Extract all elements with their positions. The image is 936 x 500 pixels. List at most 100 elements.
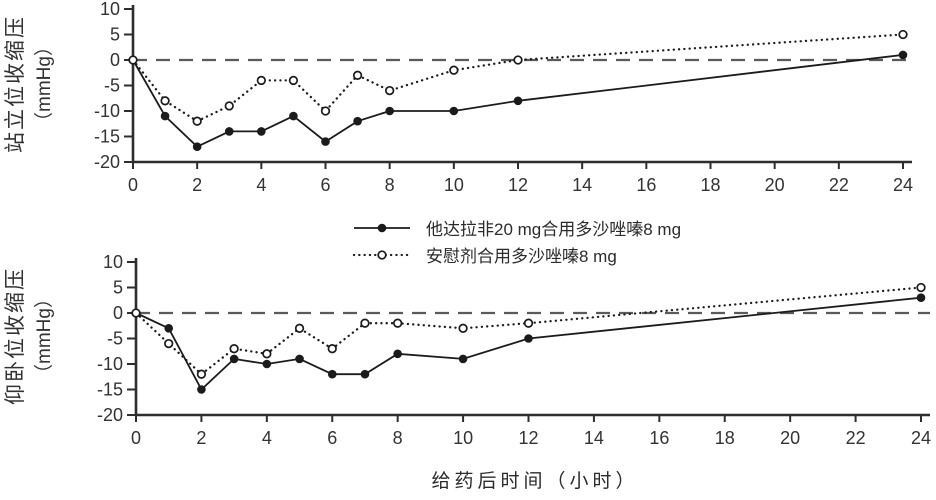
y-tick-label: 10	[103, 252, 123, 272]
data-point-open	[327, 344, 337, 354]
x-tick-label: 24	[911, 428, 931, 448]
data-point-filled	[262, 359, 272, 369]
series-placebo	[128, 29, 908, 126]
y-axis-ticks: 10 5 0 -5 -10 -15 -20	[97, 252, 136, 425]
data-point-open	[164, 338, 174, 349]
x-tick-label: 4	[256, 175, 266, 195]
x-tick-label: 8	[385, 175, 395, 195]
y-axis-unit-supine: （mmHg）	[33, 289, 55, 383]
y-tick-label: -5	[107, 329, 123, 349]
legend: 他达拉非20 mg合用多沙唑嗪8 mg 安慰剂合用多沙唑嗪8 mg	[352, 214, 681, 268]
data-point-filled	[295, 354, 304, 364]
data-point-open	[393, 318, 403, 328]
x-tick-label: 20	[765, 175, 785, 195]
axes	[134, 258, 930, 417]
legend-item-placebo: 安慰剂合用多沙唑嗪8 mg	[352, 241, 681, 268]
data-point-filled	[197, 385, 206, 394]
y-axis-label-standing: 站立位收缩压	[4, 15, 27, 153]
x-tick-label: 4	[262, 428, 272, 448]
data-point-filled	[916, 293, 926, 302]
x-tick-label: 16	[636, 175, 656, 195]
data-point-open	[916, 282, 926, 293]
data-point-filled	[360, 369, 370, 379]
data-point-filled	[224, 127, 234, 136]
data-point-filled	[385, 106, 394, 116]
data-point-open	[229, 344, 239, 354]
standing-sbp-chart: 站立位收缩压 （mmHg） 0 2 4 6 8 10 12 14 16 18 20 22 241050-…	[4, 0, 913, 195]
y-tick-label: 0	[113, 303, 123, 323]
x-tick-label: 14	[584, 428, 604, 448]
data-point-filled	[257, 127, 266, 136]
y-tick-label: 0	[110, 50, 120, 70]
data-point-open	[128, 55, 138, 65]
legend-label-placebo: 安慰剂合用多沙唑嗪8 mg	[426, 247, 617, 266]
data-point-filled	[229, 354, 239, 364]
x-tick-label: 0	[131, 428, 141, 448]
y-tick-label: -20	[97, 405, 123, 425]
data-point-open	[196, 369, 207, 379]
solid-line-filled-circle-sample	[354, 223, 410, 232]
x-tick-label: 18	[700, 175, 720, 195]
x-tick-label: 22	[846, 428, 866, 448]
x-axis-ticks: 0 2 4 6 8 10 12 14 16 18 20 22 24	[131, 415, 931, 448]
y-tick-label: 5	[113, 278, 123, 298]
x-axis-title: 给药后时间（小时）	[431, 471, 639, 492]
y-tick-label: -10	[94, 101, 120, 121]
y-tick-label: -15	[94, 127, 120, 147]
data-point-open	[513, 55, 523, 65]
y-tick-label: 10	[100, 0, 120, 19]
y-tick-label: -5	[104, 76, 120, 96]
y-axis-label-supine: 仰卧位收缩压	[4, 267, 27, 405]
data-point-open	[385, 85, 395, 96]
x-tick-label: 6	[327, 428, 337, 448]
data-point-filled	[164, 324, 174, 333]
x-tick-label: 2	[196, 428, 206, 448]
data-point-filled	[353, 116, 362, 126]
data-point-open	[256, 75, 266, 86]
data-point-open	[320, 106, 331, 116]
data-point-open	[449, 65, 459, 75]
data-point-open	[360, 318, 370, 328]
x-tick-label: 2	[192, 175, 202, 195]
data-point-filled	[449, 106, 459, 116]
x-tick-label: 6	[320, 175, 330, 195]
y-tick-label: 5	[110, 25, 120, 45]
dotted-line-open-circle-sample	[352, 249, 412, 260]
y-axis-unit-standing: （mmHg）	[33, 37, 55, 131]
x-tick-label: 0	[128, 175, 138, 195]
data-point-open	[458, 323, 468, 333]
legend-label-tadalafil: 他达拉非20 mg合用多沙唑嗪8 mg	[426, 220, 682, 239]
series-tadalafil	[131, 293, 926, 394]
x-tick-label: 18	[715, 428, 735, 448]
data-point-open	[294, 323, 305, 333]
data-point-open	[898, 29, 908, 40]
x-tick-label: 8	[393, 428, 403, 448]
x-tick-label: 24	[893, 175, 913, 195]
data-point-filled	[192, 142, 202, 151]
data-point-filled	[524, 334, 533, 343]
data-point-open	[131, 308, 141, 318]
data-point-open	[160, 96, 170, 106]
y-axis-ticks: 10 5 0 -5 -10 -15 -20	[94, 0, 133, 172]
x-tick-label: 10	[444, 175, 464, 195]
data-point-filled	[327, 369, 337, 379]
data-point-filled	[160, 111, 170, 121]
x-tick-label: 10	[453, 428, 473, 448]
data-point-filled	[321, 137, 330, 146]
x-tick-label: 12	[508, 175, 528, 195]
legend-item-tadalafil: 他达拉非20 mg合用多沙唑嗪8 mg	[352, 214, 681, 241]
series-tadalafil	[128, 50, 908, 151]
data-point-filled	[393, 349, 402, 359]
data-point-open	[523, 318, 534, 328]
y-tick-label: -20	[94, 152, 120, 172]
x-tick-label: 12	[518, 428, 538, 448]
y-tick-label: -10	[97, 354, 123, 374]
supine-sbp-chart: 仰卧位收缩压 （mmHg） 0 2 4 6 8 10 12 14 16 18 20 22 241050-…	[4, 252, 931, 448]
data-point-open	[192, 116, 202, 126]
axes	[131, 5, 912, 164]
x-axis-ticks: 0 2 4 6 8 10 12 14 16 18 20 22 24	[128, 162, 913, 195]
data-point-filled	[898, 50, 908, 60]
y-tick-label: -15	[97, 380, 123, 400]
